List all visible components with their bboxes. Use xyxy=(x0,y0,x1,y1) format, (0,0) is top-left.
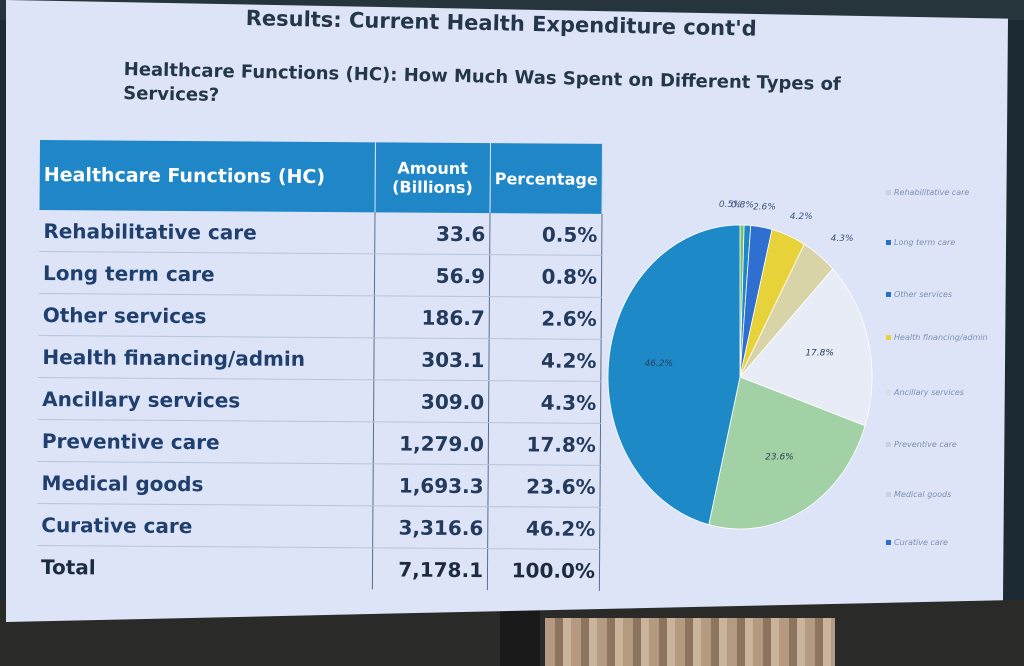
legend-label: Ancillary services xyxy=(894,388,964,397)
table-row: Curative care 3,316.6 46.2% xyxy=(37,503,600,550)
pie-data-label: 17.8% xyxy=(805,348,834,358)
table-row: Other services 186.7 2.6% xyxy=(38,293,602,340)
row-amount: 303.1 xyxy=(373,337,490,381)
row-percentage: 4.2% xyxy=(488,338,602,382)
pie-data-label: 4.2% xyxy=(790,212,813,222)
pie-data-label: 2.6% xyxy=(753,202,776,212)
table-row: Health financing/admin 303.1 4.2% xyxy=(38,335,602,382)
row-percentage: 46.2% xyxy=(487,506,600,550)
legend-swatch xyxy=(886,240,891,245)
presentation-screen: Results: Current Health Expenditure cont… xyxy=(6,0,1008,622)
table-row: Preventive care 1,279.0 17.8% xyxy=(37,419,601,466)
row-function: Curative care xyxy=(37,503,373,548)
pie-slice xyxy=(739,268,873,427)
screen-stand xyxy=(500,610,540,666)
header-amount: Amount (Billions) xyxy=(374,142,491,214)
pie-data-label: 0.8% xyxy=(731,200,754,210)
pie-data-label: 23.6% xyxy=(765,453,794,463)
pie-data-label: 4.3% xyxy=(831,234,854,244)
row-percentage: 2.6% xyxy=(489,296,602,340)
row-percentage: 23.6% xyxy=(487,464,601,508)
row-amount: 309.0 xyxy=(373,379,489,423)
row-function: Ancillary services xyxy=(38,377,374,422)
legend-item: Health financing/admin xyxy=(886,333,996,342)
legend-label: Rehabilitative care xyxy=(894,188,970,197)
legend-label: Health financing/admin xyxy=(894,333,988,342)
table-row: Medical goods 1,693.3 23.6% xyxy=(37,461,601,508)
row-percentage: 0.8% xyxy=(489,254,602,298)
pie-chart: 0.5%0.8% 2.6% 4.2% 4.3% 17.8% 23.6% 46.2% xyxy=(607,200,873,530)
table-row: Rehabilitative care 33.6 0.5% xyxy=(39,209,602,256)
table-row: Ancillary services 309.0 4.3% xyxy=(38,377,601,424)
legend-swatch xyxy=(886,335,891,340)
row-amount: 33.6 xyxy=(374,212,491,255)
legend-item: Rehabilitative care xyxy=(886,188,996,197)
total-amount: 7,178.1 xyxy=(371,547,488,591)
row-percentage: 4.3% xyxy=(488,380,601,424)
row-amount: 3,316.6 xyxy=(372,505,488,549)
row-function: Medical goods xyxy=(37,461,373,506)
row-function: Health financing/admin xyxy=(38,335,374,380)
row-percentage: 0.5% xyxy=(489,213,602,256)
legend-item: Other services xyxy=(886,290,996,299)
row-amount: 186.7 xyxy=(373,295,490,339)
total-label: Total xyxy=(36,545,373,590)
legend-label: Curative care xyxy=(894,538,948,547)
legend-label: Long term care xyxy=(894,238,956,247)
legend-item: Long term care xyxy=(886,238,996,247)
row-function: Preventive care xyxy=(37,419,374,464)
total-percentage: 100.0% xyxy=(487,548,600,591)
table-total-row: Total 7,178.1 100.0% xyxy=(36,545,600,591)
row-percentage: 17.8% xyxy=(488,422,601,466)
slide-subtitle: Healthcare Functions (HC): How Much Was … xyxy=(123,58,841,107)
legend-swatch xyxy=(886,442,891,447)
legend-item: Preventive care xyxy=(886,440,996,449)
legend-swatch xyxy=(886,292,891,297)
row-function: Other services xyxy=(38,293,374,338)
pie-data-label: 46.2% xyxy=(644,359,673,369)
expenditure-table: Healthcare Functions (HC) Amount (Billio… xyxy=(36,140,603,591)
row-function: Long term care xyxy=(38,251,375,296)
row-function: Rehabilitative care xyxy=(39,209,375,254)
pie-data-label: 0.5% xyxy=(719,200,742,210)
legend-swatch xyxy=(886,190,891,195)
pie-slice xyxy=(708,376,866,530)
header-function: Healthcare Functions (HC) xyxy=(39,140,376,213)
legend-item: Curative care xyxy=(886,538,996,547)
legend-swatch xyxy=(886,540,891,545)
legend-swatch xyxy=(886,492,891,497)
legend-label: Other services xyxy=(894,290,953,299)
table-header-row: Healthcare Functions (HC) Amount (Billio… xyxy=(39,140,603,214)
legend-label: Medical goods xyxy=(894,490,952,499)
row-amount: 1,279.0 xyxy=(372,421,489,465)
row-amount: 56.9 xyxy=(373,253,490,297)
legend-label: Preventive care xyxy=(894,440,957,449)
table-row: Long term care 56.9 0.8% xyxy=(38,251,602,298)
legend-swatch xyxy=(886,390,891,395)
legend-item: Medical goods xyxy=(886,490,996,499)
pie-slice xyxy=(607,224,741,526)
header-percentage: Percentage xyxy=(490,143,603,214)
legend-item: Ancillary services xyxy=(886,388,996,397)
row-amount: 1,693.3 xyxy=(372,463,489,507)
background-curtain xyxy=(545,618,835,666)
